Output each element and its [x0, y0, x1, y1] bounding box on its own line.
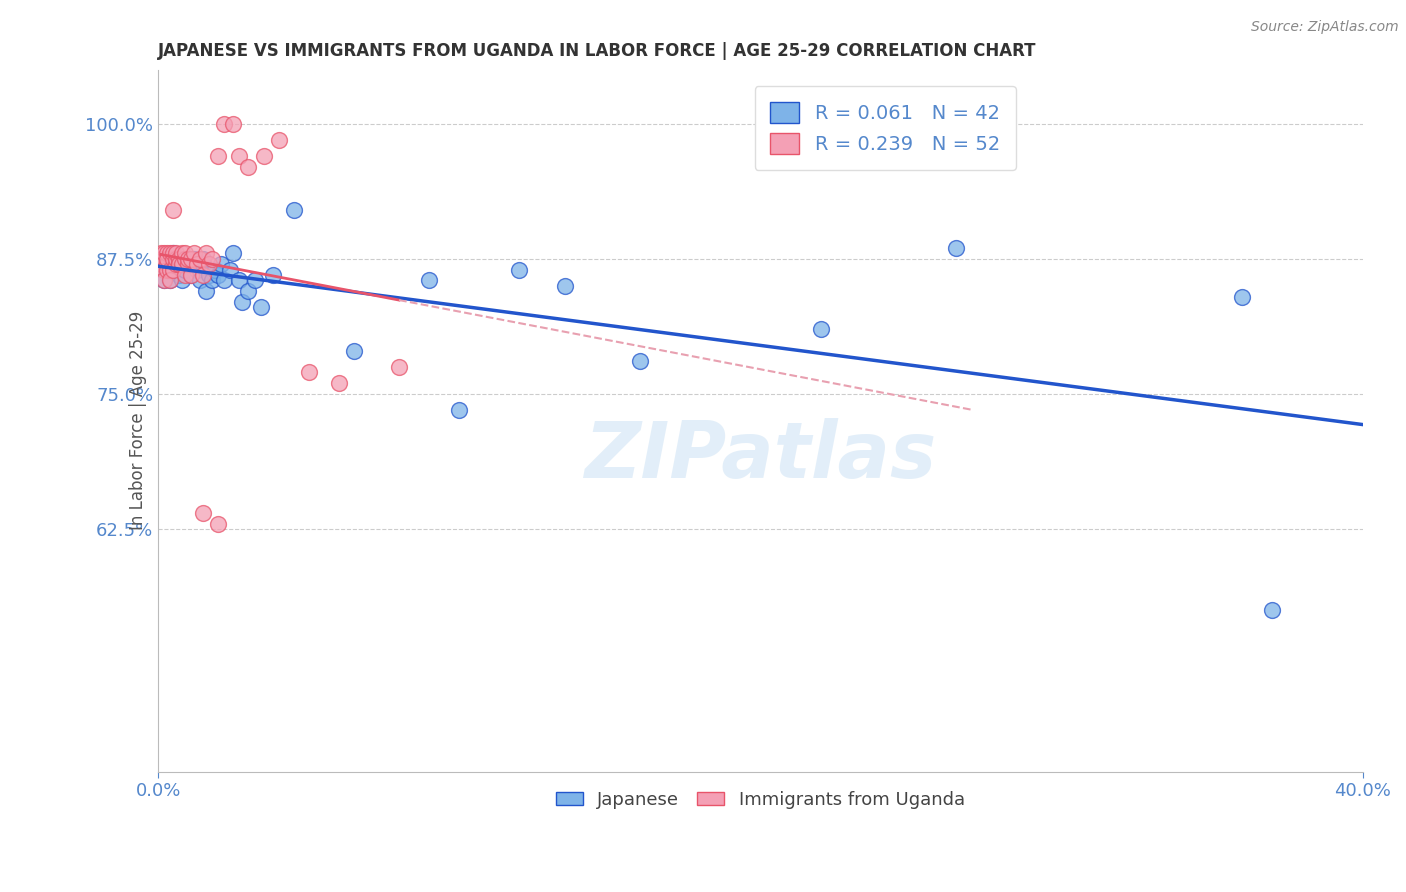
Point [153, 273, 176, 287]
Point [167, 257, 190, 271]
Point [153, 246, 176, 260]
Point [167, 257, 190, 271]
Point [238, 160, 260, 174]
Point [204, 262, 226, 277]
Point [228, 149, 250, 163]
Point [186, 257, 208, 271]
Point [174, 262, 197, 277]
Point [508, 262, 530, 277]
Point [153, 262, 176, 277]
Point [222, 117, 245, 131]
Point [156, 246, 179, 260]
Point [162, 246, 184, 260]
Point [1230, 289, 1253, 303]
Point [150, 257, 173, 271]
Point [418, 273, 440, 287]
Point [165, 246, 187, 260]
Point [167, 252, 190, 266]
Point [156, 252, 179, 266]
Point [162, 252, 184, 266]
Point [198, 257, 221, 271]
Point [243, 273, 266, 287]
Point [188, 273, 211, 287]
Point [231, 295, 253, 310]
Point [193, 506, 215, 520]
Text: ZIPatlas: ZIPatlas [585, 418, 936, 494]
Point [159, 273, 181, 287]
Point [156, 262, 179, 277]
Point [174, 252, 197, 266]
Point [222, 246, 245, 260]
Point [262, 268, 284, 282]
Point [193, 257, 215, 271]
Point [162, 203, 184, 218]
Point [554, 278, 576, 293]
Point [172, 257, 194, 271]
Point [201, 252, 224, 266]
Legend: Japanese, Immigrants from Uganda: Japanese, Immigrants from Uganda [548, 783, 972, 815]
Text: Source: ZipAtlas.com: Source: ZipAtlas.com [1251, 20, 1399, 34]
Point [177, 257, 200, 271]
Point [162, 262, 184, 277]
Point [214, 273, 236, 287]
Point [150, 246, 173, 260]
Point [449, 403, 471, 417]
Point [159, 246, 181, 260]
Point [207, 516, 229, 531]
Point [193, 268, 215, 282]
Point [252, 149, 274, 163]
Point [156, 257, 179, 271]
Point [159, 262, 181, 277]
Point [810, 322, 832, 336]
Point [177, 252, 200, 266]
Point [183, 246, 205, 260]
Point [298, 365, 321, 379]
Point [283, 203, 305, 218]
Y-axis label: In Labor Force | Age 25-29: In Labor Force | Age 25-29 [129, 311, 148, 531]
Point [174, 268, 197, 282]
Point [188, 252, 211, 266]
Point [183, 252, 205, 266]
Point [156, 262, 179, 277]
Point [343, 343, 366, 358]
Point [195, 284, 218, 298]
Point [172, 273, 194, 287]
Point [214, 117, 236, 131]
Point [153, 252, 176, 266]
Point [628, 354, 651, 368]
Point [201, 273, 224, 287]
Point [180, 268, 202, 282]
Point [172, 246, 194, 260]
Point [388, 359, 411, 374]
Point [238, 284, 260, 298]
Point [150, 252, 173, 266]
Point [1261, 603, 1284, 617]
Point [945, 241, 967, 255]
Point [249, 301, 271, 315]
Point [207, 268, 229, 282]
Point [177, 257, 200, 271]
Point [159, 273, 181, 287]
Point [165, 257, 187, 271]
Point [167, 252, 190, 266]
Point [186, 262, 208, 277]
Point [228, 273, 250, 287]
Point [165, 257, 187, 271]
Point [198, 268, 221, 282]
Point [162, 246, 184, 260]
Point [207, 149, 229, 163]
Point [165, 252, 187, 266]
Point [209, 257, 232, 271]
Point [219, 262, 242, 277]
Point [167, 268, 190, 282]
Point [180, 268, 202, 282]
Point [174, 246, 197, 260]
Point [328, 376, 350, 390]
Point [180, 252, 202, 266]
Point [153, 273, 176, 287]
Point [267, 133, 290, 147]
Point [195, 246, 218, 260]
Text: JAPANESE VS IMMIGRANTS FROM UGANDA IN LABOR FORCE | AGE 25-29 CORRELATION CHART: JAPANESE VS IMMIGRANTS FROM UGANDA IN LA… [157, 42, 1036, 60]
Point [193, 252, 215, 266]
